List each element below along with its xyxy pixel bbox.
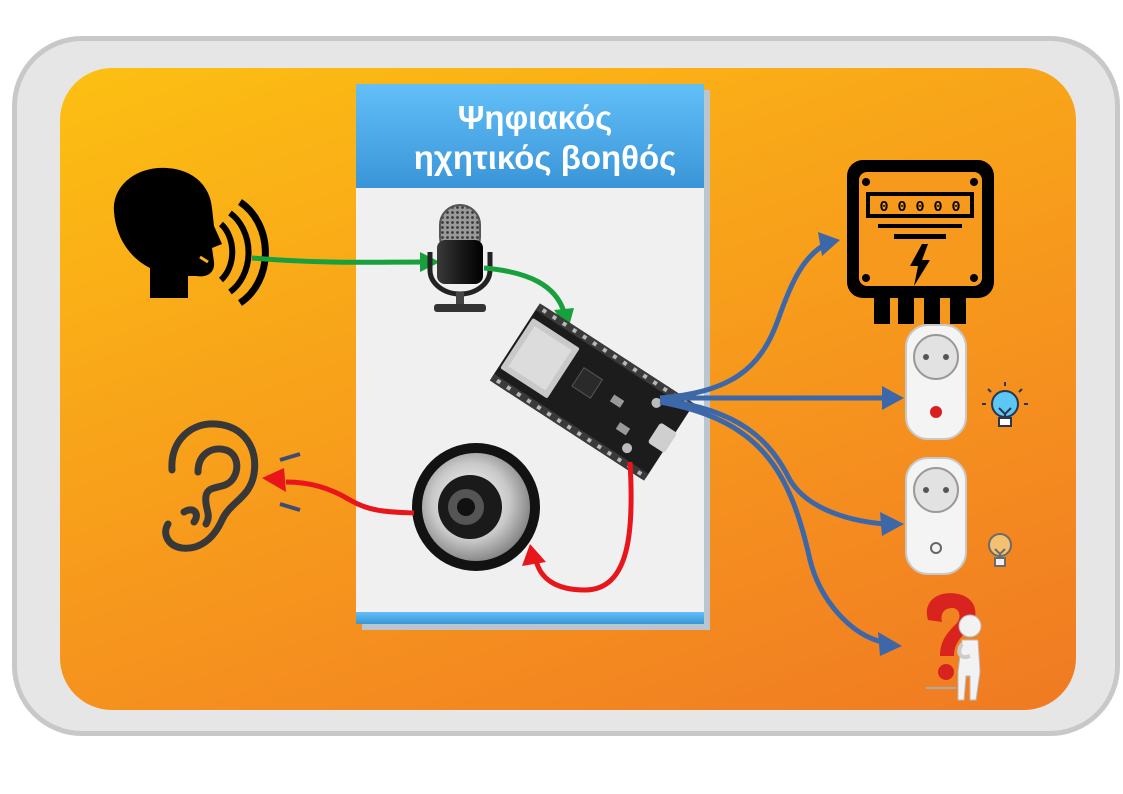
smart-plug-on-icon xyxy=(905,324,967,440)
electric-meter-icon: 0 0 0 0 0 xyxy=(847,160,994,324)
speaker-icon xyxy=(412,443,540,571)
card-title-line-1: Ψηφιακός xyxy=(457,99,613,136)
control-arrows xyxy=(659,241,885,645)
ear-icon xyxy=(162,420,259,552)
speaking-person-icon xyxy=(113,167,269,306)
meter-digits: 0 0 0 0 0 xyxy=(879,199,960,216)
esp32-board-icon xyxy=(489,303,695,481)
lightbulb-on-icon xyxy=(982,382,1028,427)
card-title: Ψηφιακός ηχητικός βοηθός xyxy=(356,98,704,178)
lightbulb-off-icon xyxy=(988,533,1012,567)
card-title-line-2: ηχητικός βοηθός xyxy=(413,139,677,176)
audio-output-arrow xyxy=(522,461,634,593)
control-arrowheads xyxy=(818,232,904,656)
card-header: Ψηφιακός ηχητικός βοηθός xyxy=(356,84,704,188)
microphone-icon xyxy=(427,204,493,312)
sound-to-ear-arrow xyxy=(262,452,415,516)
voice-input-arrow xyxy=(251,252,440,272)
smart-plug-off-icon xyxy=(905,457,967,575)
question-figure-icon xyxy=(926,593,982,701)
card-footer xyxy=(356,612,704,624)
